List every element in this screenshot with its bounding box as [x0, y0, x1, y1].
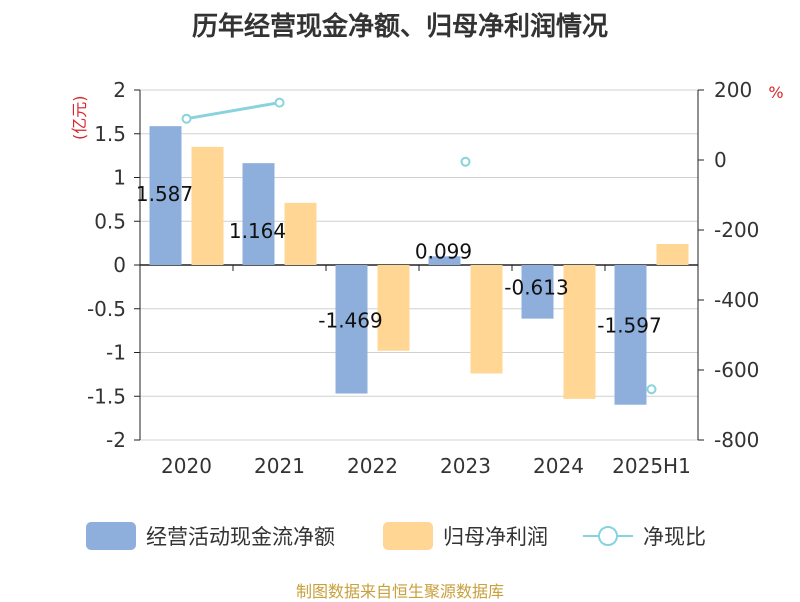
x-tick-label: 2025H1 [612, 454, 691, 478]
y-right-tick-label: 200 [714, 78, 752, 102]
y-right-tick-label: 0 [714, 148, 727, 172]
legend: 经营活动现金流净额 归母净利润 净现比 [0, 518, 800, 554]
y-left-tick-label: -0.5 [87, 297, 126, 321]
tick-and-data-labels: 2 1.5 1 0.5 0 -0.5 -1 -1.5 -2 200 0 -200 -400 -600 -80… [70, 78, 784, 478]
y-left-tick-label: -2 [106, 428, 126, 452]
bar-cash-flow[interactable] [149, 126, 182, 265]
x-tick-label: 2023 [440, 454, 491, 478]
ratio-point[interactable] [274, 97, 285, 108]
y-left-unit-label: (亿元) [70, 96, 89, 141]
bar-cash-flow[interactable] [335, 265, 368, 394]
legend-swatch-ratio [583, 522, 633, 550]
y-right-tick-label: -600 [714, 358, 759, 382]
x-tick-label: 2022 [347, 454, 398, 478]
bar-cash-flow[interactable] [428, 256, 461, 265]
y-left-tick-label: -1.5 [87, 384, 126, 408]
legend-label-ratio: 净现比 [643, 525, 706, 549]
y-left-tick-label: -1 [106, 341, 126, 365]
ratio-point[interactable] [646, 384, 657, 395]
grid-lines [140, 89, 698, 441]
y-left-tick-label: 2 [113, 78, 126, 102]
y-left-tick-label: 1.5 [94, 122, 126, 146]
legend-item-net-profit[interactable]: 归母净利润 [383, 518, 548, 554]
bar-net-profit[interactable] [284, 202, 317, 265]
ratio-point[interactable] [460, 156, 471, 167]
axes [134, 89, 704, 441]
bar-cash-flow[interactable] [521, 265, 554, 319]
bar-net-profit[interactable] [377, 265, 410, 351]
data-label-cash-flow: -1.469 [318, 309, 382, 333]
y-right-unit-label: % [768, 83, 783, 102]
x-tick-label: 2021 [254, 454, 305, 478]
data-label-cash-flow: 1.587 [136, 182, 193, 206]
y-right-tick-label: -800 [714, 428, 759, 452]
bar-net-profit[interactable] [470, 265, 503, 374]
bar-net-profit[interactable] [191, 146, 224, 265]
ratio-point[interactable] [181, 113, 192, 124]
y-right-tick-label: -200 [714, 218, 759, 242]
chart-title: 历年经营现金净额、归母净利润情况 [191, 12, 608, 42]
x-tick-label: 2024 [533, 454, 584, 478]
legend-label-cash-flow: 经营活动现金流净额 [146, 525, 335, 549]
x-tick-label: 2020 [161, 454, 212, 478]
bar-cash-flow[interactable] [614, 265, 647, 405]
ratio-line-segment [186, 101, 280, 121]
y-left-tick-label: 1 [113, 166, 126, 190]
bars [149, 126, 689, 405]
data-label-cash-flow: -0.613 [504, 276, 568, 300]
bar-net-profit[interactable] [563, 265, 596, 399]
y-right-tick-label: -400 [714, 288, 759, 312]
legend-label-net-profit: 归母净利润 [443, 525, 548, 549]
legend-swatch-net-profit [383, 522, 433, 550]
y-left-tick-label: 0 [113, 253, 126, 277]
y-left-tick-label: 0.5 [94, 209, 126, 233]
data-label-cash-flow: 0.099 [415, 239, 472, 263]
legend-item-ratio[interactable]: 净现比 [583, 518, 706, 554]
legend-swatch-cash-flow [86, 522, 136, 550]
data-label-cash-flow: 1.164 [229, 219, 286, 243]
bar-net-profit[interactable] [656, 244, 689, 265]
data-label-cash-flow: -1.597 [597, 313, 661, 337]
source-note: 制图数据来自恒生聚源数据库 [295, 582, 504, 601]
bar-cash-flow[interactable] [242, 163, 275, 265]
legend-item-cash-flow[interactable]: 经营活动现金流净额 [86, 518, 335, 554]
ratio-line [181, 97, 657, 395]
